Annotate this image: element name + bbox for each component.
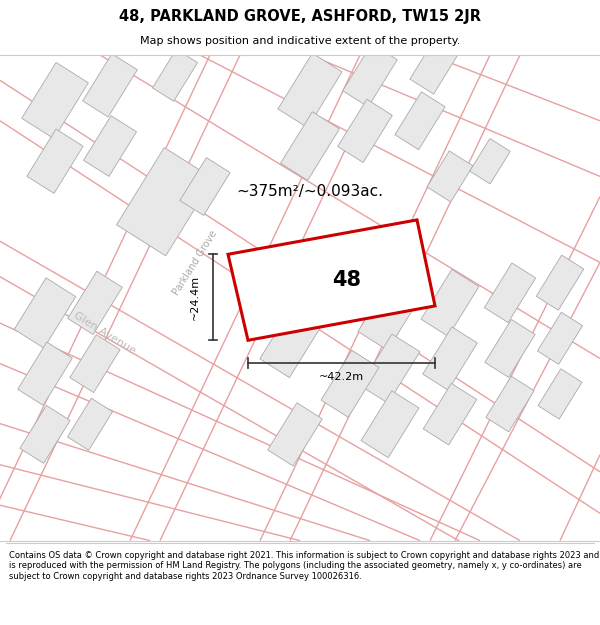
Polygon shape [423,383,477,445]
Polygon shape [70,334,120,392]
Polygon shape [361,391,419,458]
Polygon shape [281,112,340,181]
Polygon shape [484,263,536,322]
Polygon shape [83,54,137,117]
Polygon shape [410,36,460,94]
Polygon shape [427,151,473,202]
Polygon shape [22,62,88,139]
Text: 48, PARKLAND GROVE, ASHFORD, TW15 2JR: 48, PARKLAND GROVE, ASHFORD, TW15 2JR [119,9,481,24]
Text: ~24.4m: ~24.4m [190,275,200,320]
Text: Map shows position and indicative extent of the property.: Map shows position and indicative extent… [140,36,460,46]
Polygon shape [228,220,435,340]
Polygon shape [67,398,113,450]
Polygon shape [538,369,582,419]
Polygon shape [321,351,379,418]
Polygon shape [486,376,534,432]
Polygon shape [260,309,320,378]
Polygon shape [470,139,510,184]
Text: Contains OS data © Crown copyright and database right 2021. This information is : Contains OS data © Crown copyright and d… [9,551,599,581]
Polygon shape [152,49,197,101]
Polygon shape [18,342,72,406]
Polygon shape [116,148,214,256]
Polygon shape [421,269,479,336]
Polygon shape [338,99,392,162]
Text: 48: 48 [332,270,361,290]
Text: Glen Avenue: Glen Avenue [72,310,138,356]
Text: ~375m²/~0.093ac.: ~375m²/~0.093ac. [236,184,383,199]
Polygon shape [360,334,420,403]
Text: Parkland Grove: Parkland Grove [171,228,219,297]
Polygon shape [27,129,83,193]
Polygon shape [20,406,70,463]
Polygon shape [536,255,584,310]
Polygon shape [485,319,535,378]
Polygon shape [538,312,583,364]
Polygon shape [180,158,230,216]
Polygon shape [343,44,397,107]
Polygon shape [83,116,136,176]
Text: ~42.2m: ~42.2m [319,372,364,382]
Polygon shape [14,278,76,348]
Polygon shape [268,402,322,466]
Polygon shape [395,92,445,150]
Polygon shape [278,53,342,128]
Polygon shape [423,327,477,390]
Polygon shape [68,271,122,334]
Polygon shape [358,276,422,350]
